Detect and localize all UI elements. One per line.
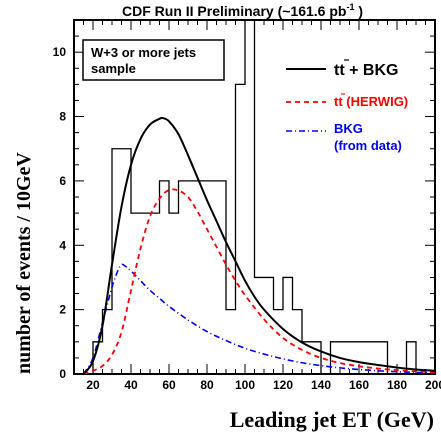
x-tick-label: 180 [387, 378, 407, 392]
header-close: ) [354, 3, 363, 19]
y-tick-label: 6 [59, 174, 66, 188]
sample-box-line2: sample [91, 61, 136, 76]
sample-box-line1: W+3 or more jets [91, 45, 196, 60]
x-tick-label: 160 [349, 378, 369, 392]
legend-label-bkg-line2: (from data) [334, 138, 402, 153]
x-tick-label: 60 [162, 378, 176, 392]
y-tick-label: 2 [59, 303, 66, 317]
legend-label-bkg: BKG [334, 121, 363, 136]
legend-label-sum: tt + BKG [334, 62, 398, 79]
header-sup: -1 [346, 2, 354, 12]
series-bkg-line [82, 263, 435, 374]
legend-label-ttbar: tt (HERWIG) [334, 94, 408, 109]
y-axis-title: number of events / 10GeV [13, 152, 35, 374]
header-text: CDF Run II Preliminary (~161.6 pb [122, 3, 346, 19]
x-tick-label: 140 [311, 378, 331, 392]
y-tick-label: 4 [59, 238, 66, 252]
legend: tt + BKG tt (HERWIG) BKG (from data) [286, 59, 408, 153]
series-ttbar-plus-bkg-line [82, 116, 435, 374]
y-tick-label: 0 [59, 367, 66, 381]
x-tick-label: 20 [86, 378, 100, 392]
series-ttbar-herwig-line [83, 188, 435, 374]
x-tick-label: 120 [273, 378, 293, 392]
x-tick-label: 40 [124, 378, 138, 392]
y-tick-label: 10 [53, 45, 67, 59]
axis-tick-labels: 20 40 60 80 100 120 140 160 180 200 0 2 4 6 8 10 [53, 45, 441, 392]
y-tick-label: 8 [59, 110, 66, 124]
x-tick-label: 80 [200, 378, 214, 392]
x-axis-title: Leading jet ET (GeV) [230, 407, 434, 432]
chart-header: CDF Run II Preliminary (~161.6 pb-1 ) [122, 2, 363, 19]
sample-box [82, 39, 225, 81]
x-tick-label: 200 [425, 378, 441, 392]
data-histogram [83, 20, 435, 374]
x-tick-label: 100 [235, 378, 255, 392]
